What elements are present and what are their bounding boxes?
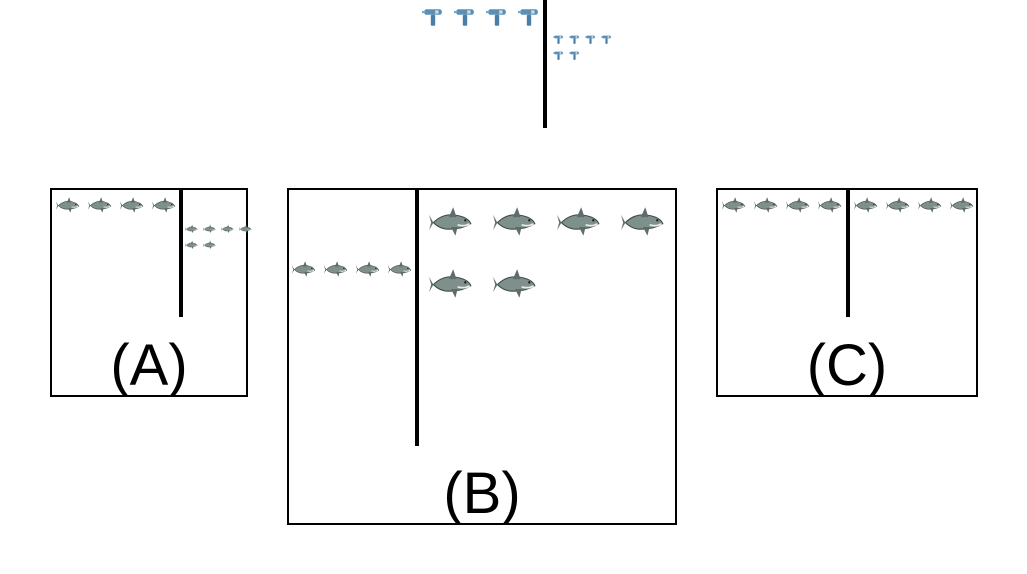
shark-icon: [88, 196, 112, 214]
panel-c-divider: [846, 190, 850, 317]
shark-icon: [185, 224, 198, 234]
shark-icon: [886, 196, 910, 214]
drill-icon: [585, 34, 596, 45]
drill-icon: [601, 34, 612, 45]
shark-icon: [950, 196, 974, 214]
drill-icon: [569, 50, 580, 61]
panel-a-divider: [179, 190, 183, 317]
panel-b-label: (B): [443, 461, 521, 526]
shark-icon: [388, 260, 412, 278]
shark-icon: [356, 260, 380, 278]
shark-icon: [239, 224, 252, 234]
shark-icon: [120, 196, 144, 214]
panel-b-divider: [415, 190, 419, 446]
shark-icon: [557, 205, 601, 238]
shark-icon: [429, 267, 473, 300]
panel-a-label: (A): [110, 333, 188, 398]
shark-icon: [493, 205, 537, 238]
drill-icon: [486, 6, 508, 28]
panel-c-label: (C): [806, 333, 888, 398]
shark-icon: [203, 240, 216, 250]
shark-icon: [918, 196, 942, 214]
panel-c: (C): [716, 188, 978, 398]
shark-icon: [324, 260, 348, 278]
panel-a: (A): [50, 188, 252, 398]
drill-icon: [569, 34, 580, 45]
shark-icon: [152, 196, 176, 214]
drill-icon: [553, 50, 564, 61]
shark-icon: [854, 196, 878, 214]
drill-icon: [422, 6, 444, 28]
shark-icon: [722, 196, 746, 214]
drill-icon: [518, 6, 540, 28]
drill-icon: [454, 6, 476, 28]
panel-b: (B): [287, 188, 677, 526]
shark-icon: [185, 240, 198, 250]
shark-icon: [621, 205, 665, 238]
shark-icon: [818, 196, 842, 214]
shark-icon: [56, 196, 80, 214]
shark-icon: [203, 224, 216, 234]
shark-icon: [493, 267, 537, 300]
top-divider: [543, 0, 547, 128]
shark-icon: [786, 196, 810, 214]
top-reference: [410, 0, 620, 130]
shark-icon: [429, 205, 473, 238]
drill-icon: [553, 34, 564, 45]
shark-icon: [221, 224, 234, 234]
shark-icon: [292, 260, 316, 278]
shark-icon: [754, 196, 778, 214]
